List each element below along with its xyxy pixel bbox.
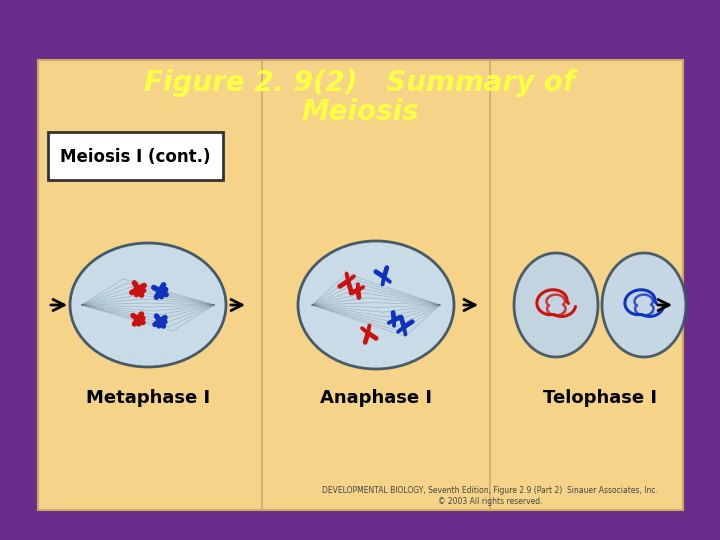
Text: Meiosis I (cont.): Meiosis I (cont.)	[60, 148, 210, 166]
Circle shape	[137, 287, 140, 291]
Ellipse shape	[70, 243, 226, 367]
Text: Meiosis: Meiosis	[301, 98, 419, 126]
Ellipse shape	[514, 253, 598, 357]
Bar	[38, 60, 683, 510]
Ellipse shape	[298, 241, 454, 369]
Text: Metaphase I: Metaphase I	[86, 389, 210, 407]
Text: Figure 2. 9(2)   Summary of: Figure 2. 9(2) Summary of	[145, 69, 575, 97]
FancyBboxPatch shape	[48, 132, 223, 180]
Text: DEVELOPMENTAL BIOLOGY, Seventh Edition, Figure 2.9 (Part 2)  Sinauer Associates,: DEVELOPMENTAL BIOLOGY, Seventh Edition, …	[322, 487, 658, 505]
Circle shape	[158, 289, 161, 293]
Text: Telophase I: Telophase I	[543, 389, 657, 407]
Circle shape	[158, 320, 161, 322]
Text: Anaphase I: Anaphase I	[320, 389, 432, 407]
Circle shape	[137, 318, 140, 320]
Ellipse shape	[602, 253, 686, 357]
